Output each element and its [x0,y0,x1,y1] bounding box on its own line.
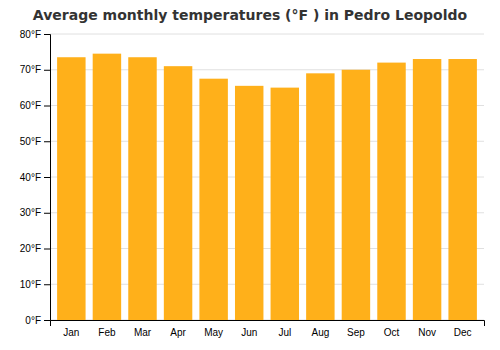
tick-label: 0°F [25,315,41,326]
grid-line [50,34,484,35]
tick: Oct [384,327,400,338]
tick-label: Jan [63,327,79,338]
bar [377,63,405,320]
tick: Apr [170,327,186,338]
tick-label: Dec [454,327,472,338]
tick-label: 80°F [20,29,41,40]
tick: Jan [63,327,79,338]
axis-line [44,35,51,321]
bar [164,66,192,320]
tick: Jun [241,327,257,338]
tick: 10°F [20,279,50,290]
tick-label: 70°F [20,64,41,75]
tick: 70°F [20,64,50,75]
bar [199,79,227,320]
tick: 30°F [20,207,50,218]
bars [57,54,477,320]
tick-label: Feb [98,327,116,338]
tick: May [204,327,223,338]
tick-mark [44,106,50,107]
tick-mark [44,34,50,35]
tick: Mar [134,327,152,338]
tick-label: Jul [278,327,291,338]
tick-label: Nov [418,327,436,338]
tick-label: Aug [311,327,329,338]
tick-label: 20°F [20,243,41,254]
bar [448,59,476,320]
grid [50,34,484,320]
plot: 0°F 10°F 20°F 30°F 40°F 50°F 60°F 70°F 80°F Jan Fe… [20,29,485,338]
tick: 60°F [20,100,50,111]
tick: Jul [278,327,291,338]
bar [342,70,370,320]
tick: 0°F [25,315,50,326]
tick-label: Sep [347,327,365,338]
bar [235,86,263,320]
tick-label: Oct [384,327,400,338]
tick-label: Jun [241,327,257,338]
tick-mark [44,284,50,285]
tick-label: 10°F [20,279,41,290]
chart: Average monthly temperatures (°F ) in Pe… [0,0,500,350]
tick: 40°F [20,172,50,183]
bar [306,73,334,320]
bar [93,54,121,320]
tick: 20°F [20,243,50,254]
tick-label: Apr [170,327,186,338]
axis-line [51,321,485,327]
tick: Feb [98,327,116,338]
bar [128,57,156,320]
tick: Aug [311,327,329,338]
bar [271,88,299,320]
tick-mark [44,320,50,321]
tick-mark [44,213,50,214]
tick: 80°F [20,29,50,40]
tick-label: 60°F [20,100,41,111]
bar [57,57,85,320]
y-axis: 0°F 10°F 20°F 30°F 40°F 50°F 60°F 70°F 80°F [20,29,51,326]
tick: Sep [347,327,365,338]
tick: Dec [454,327,472,338]
tick: 50°F [20,136,50,147]
tick-mark [44,141,50,142]
title: Average monthly temperatures (°F ) in Pe… [33,7,468,23]
tick-label: 40°F [20,172,41,183]
tick-mark [44,70,50,71]
x-axis: Jan Feb Mar Apr May Jun Jul Aug Sep Oct Nov Dec [51,321,485,339]
tick-label: May [204,327,223,338]
bar [413,59,441,320]
tick: Nov [418,327,436,338]
tick-label: 30°F [20,207,41,218]
tick-label: 50°F [20,136,41,147]
tick-label: Mar [134,327,152,338]
tick-mark [44,249,50,250]
tick-mark [44,177,50,178]
